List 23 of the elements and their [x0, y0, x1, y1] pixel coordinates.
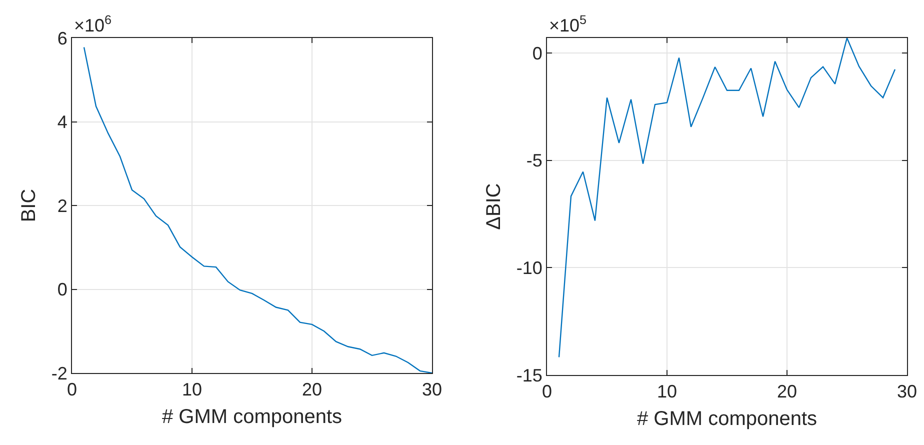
y-tick-label: 6 — [57, 28, 68, 48]
line-series — [558, 38, 896, 358]
x-tick-label: 30 — [896, 382, 918, 402]
x-tick-label: 10 — [182, 380, 202, 400]
x-tick-label: 10 — [656, 382, 678, 402]
y-axis-title: ΔBIC — [482, 183, 505, 230]
y-tick-label: 0 — [57, 280, 68, 300]
text: ×10$^{6}$ — [74, 13, 112, 36]
y-tick-label: -10 — [516, 258, 542, 278]
x-tick-label: 30 — [422, 380, 442, 400]
text: ×10$^{5}$ — [549, 13, 587, 36]
y-tick-label: 4 — [57, 112, 68, 132]
x-axis-title: # GMM components — [162, 406, 342, 428]
x-axis-title: # GMM components — [636, 408, 818, 430]
y-tick-label: -5 — [526, 150, 542, 171]
y-tick-label: 2 — [57, 196, 68, 216]
x-tick-label: 20 — [302, 380, 322, 400]
line-series — [83, 46, 432, 373]
x-tick-label: 20 — [776, 382, 798, 402]
y-tick-label: -15 — [516, 365, 542, 386]
y-tick-label: -2 — [51, 363, 68, 384]
y-tick-label: 0 — [532, 43, 542, 64]
y-axis-title: BIC — [18, 188, 40, 222]
